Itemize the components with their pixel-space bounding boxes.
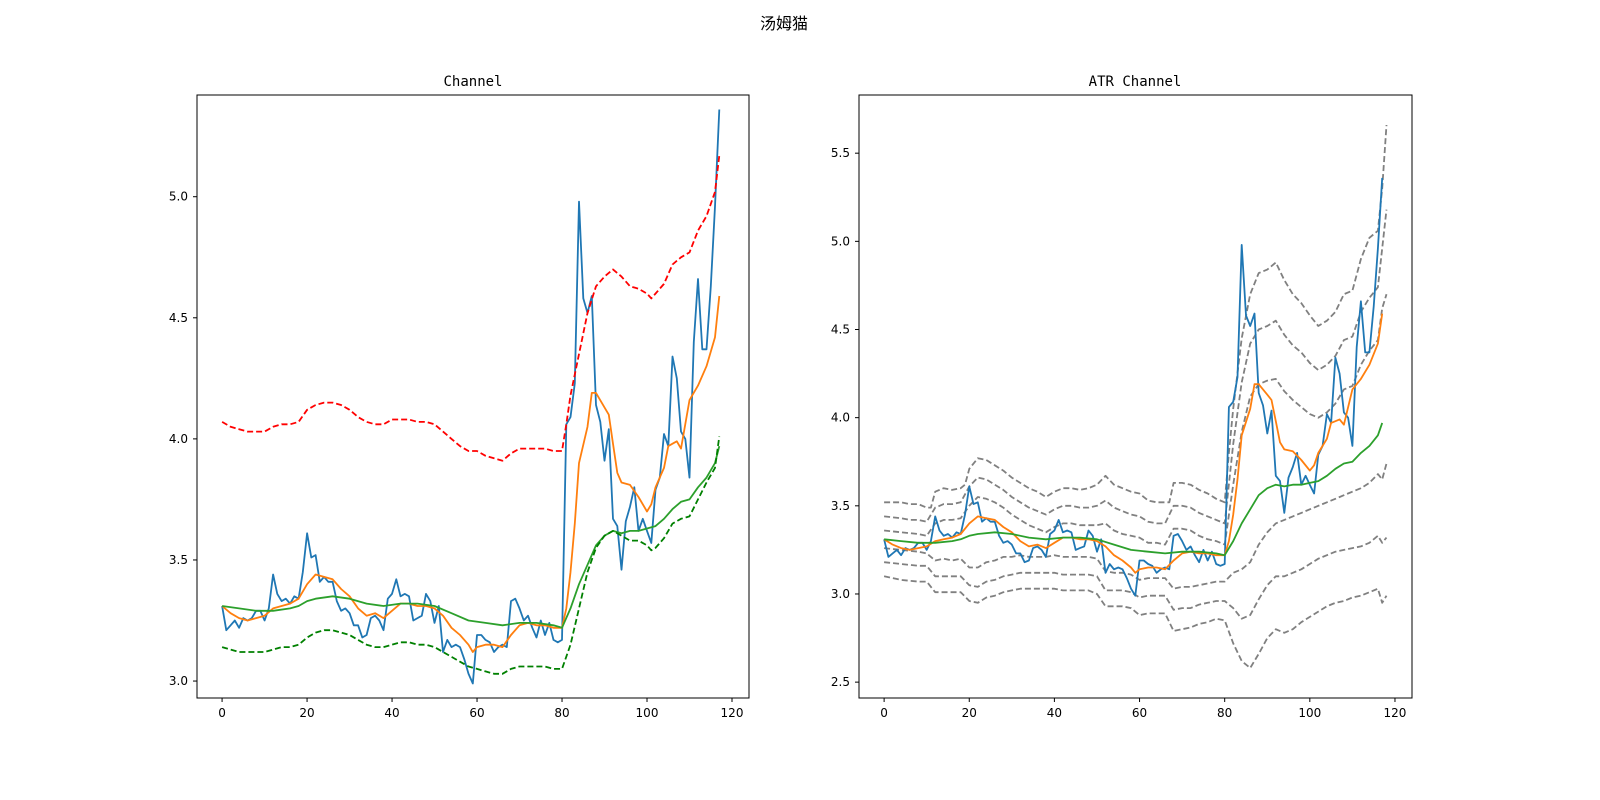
atr-channel-series-5-line xyxy=(884,463,1388,590)
atr-channel-x-tick-label-4: 80 xyxy=(1217,706,1232,720)
atr-channel-x-tick-label-3: 60 xyxy=(1132,706,1147,720)
atr-channel-series-4-line xyxy=(883,575,1388,669)
atr-channel-y-tick-label-4: 4.5 xyxy=(831,323,850,337)
atr-channel-series-7-line xyxy=(883,313,1384,574)
channel-plot-frame xyxy=(196,94,750,699)
atr-channel-y-tick-label-0: 2.5 xyxy=(831,675,850,689)
atr-channel-series-1-line xyxy=(884,209,1388,525)
channel-y-tick-label-4: 5.0 xyxy=(169,190,188,204)
channel-y-tick-label-2: 4.0 xyxy=(169,432,188,446)
channel-y-tick-label-3: 4.5 xyxy=(169,311,188,325)
channel-x-tick-label-0: 0 xyxy=(218,706,226,720)
channel-title: Channel xyxy=(443,74,502,90)
channel-x-tick-label-4: 80 xyxy=(554,706,569,720)
atr-channel-y-tick-label-2: 3.5 xyxy=(831,499,850,513)
atr-channel-series-layer xyxy=(883,124,1388,669)
atr-channel-ticks-layer: 0 20 40 60 80 100 120 2.5 3.0 3.5 4.0 4.5 5.0 5.5 xyxy=(831,146,1407,720)
atr-channel-x-tick-label-1: 20 xyxy=(962,706,977,720)
atr-channel-y-tick-label-3: 4.0 xyxy=(831,411,850,425)
channel-series-1-line xyxy=(221,295,721,653)
channel-x-tick-label-6: 120 xyxy=(721,706,744,720)
channel-series-layer xyxy=(221,109,721,685)
atr-channel-series-2-line xyxy=(884,293,1388,546)
channel-series-0-line xyxy=(221,109,721,685)
figure-suptitle: 汤姆猫 xyxy=(760,14,808,33)
channel-x-tick-label-5: 100 xyxy=(636,706,659,720)
atr-channel-x-tick-label-0: 0 xyxy=(880,706,888,720)
atr-channel-series-6-line xyxy=(883,177,1384,597)
atr-channel-y-tick-label-1: 3.0 xyxy=(831,587,850,601)
channel-x-tick-label-2: 40 xyxy=(384,706,399,720)
channel-series-4-line xyxy=(221,436,721,675)
atr-channel-series-3-line xyxy=(884,534,1388,620)
atr-channel-y-tick-label-5: 5.0 xyxy=(831,234,850,248)
channel-series-2-line xyxy=(221,445,721,629)
channel-chart: 0 20 40 60 80 100 120 3.0 3.5 4.0 4.5 5.0 Channel xyxy=(169,74,750,720)
atr-channel-x-tick-label-6: 120 xyxy=(1384,706,1407,720)
atr-channel-title: ATR Channel xyxy=(1089,74,1182,90)
atr-channel-y-tick-label-6: 5.5 xyxy=(831,146,850,160)
channel-x-tick-label-3: 60 xyxy=(469,706,484,720)
atr-channel-chart: 0 20 40 60 80 100 120 2.5 3.0 3.5 4.0 4.5 5.0 5.5 ATR… xyxy=(831,74,1413,720)
channel-y-tick-label-0: 3.0 xyxy=(169,674,188,688)
channel-ticks-layer: 0 20 40 60 80 100 120 3.0 3.5 4.0 4.5 5.0 xyxy=(169,190,744,720)
channel-x-tick-label-1: 20 xyxy=(299,706,314,720)
atr-channel-x-tick-label-2: 40 xyxy=(1047,706,1062,720)
channel-y-tick-label-1: 3.5 xyxy=(169,553,188,567)
atr-channel-series-0-line xyxy=(884,124,1388,509)
channel-series-3-line xyxy=(221,155,721,462)
atr-channel-plot-frame xyxy=(858,94,1413,699)
atr-channel-series-8-line xyxy=(884,422,1384,557)
atr-channel-x-tick-label-5: 100 xyxy=(1298,706,1321,720)
